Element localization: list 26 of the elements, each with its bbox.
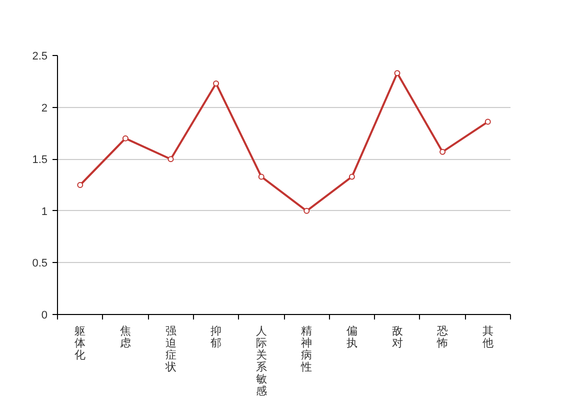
y-tick-label: 2 [41,102,48,114]
y-tick-label: 1 [41,206,48,218]
x-tick-label: 其他 [482,324,494,350]
point [348,174,355,180]
point [440,148,446,155]
x-tick-label: 精神病性 [300,326,312,374]
point [213,80,220,86]
point [258,174,264,180]
x-tick-label: 恐怖 [436,326,448,350]
x-tick-label: 人际关系敏感 [256,326,267,398]
y-tick-label: 0 [41,310,48,322]
x-tick-label: 敌对 [392,326,403,350]
x-tick-label: 躯体化 [74,326,86,362]
y-tick-label: 1.5 [32,154,48,166]
point [484,118,491,125]
x-tick-label: 强迫症状 [164,326,176,374]
x-tick-label: 偏执 [346,326,358,350]
x-tick-label: 焦虑 [120,326,131,350]
point [77,182,84,188]
point [122,135,128,142]
point [394,70,400,76]
x-tick-label: 抑郁 [210,326,222,350]
point [304,208,310,214]
point [168,156,174,162]
y-tick-label: 2.5 [32,50,48,62]
y-tick-label: 0.5 [32,258,48,270]
